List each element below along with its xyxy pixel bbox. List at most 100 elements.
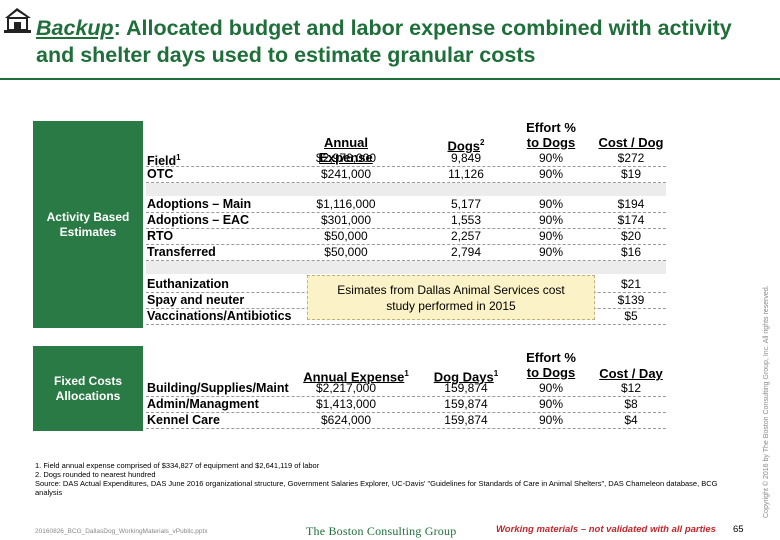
- cell-annual-expense: $50,000: [324, 229, 368, 243]
- header-cost-per-day: Cost / Day: [599, 366, 663, 381]
- table-row: Building/Supplies/Maint $2,217,000 159,8…: [146, 380, 666, 397]
- cell-effort: 90%: [538, 151, 564, 165]
- row-label: Adoptions – Main: [147, 197, 252, 211]
- cell-dogs: 2,794: [450, 245, 482, 259]
- row-label: Spay and neuter: [147, 293, 245, 307]
- cell-annual-expense: $50,000: [324, 245, 368, 259]
- source-note: Source: DAS Actual Expenditures, DAS Jun…: [35, 479, 718, 497]
- activity-based-estimates-label: Activity Based Estimates: [33, 121, 143, 328]
- das-cost-study-callout: Esimates from Dallas Animal Services cos…: [307, 275, 595, 320]
- cell-annual-expense: $301,000: [320, 213, 372, 227]
- header-cost-per-dog: Cost / Dog: [598, 135, 664, 150]
- cell-annual-expense: $2,217,000: [315, 381, 377, 395]
- cell-cost: $194: [617, 197, 645, 211]
- header-dog-days-text: Dog Days: [433, 369, 494, 385]
- cell-effort: 90%: [538, 381, 564, 395]
- cell-annual-expense: $241,000: [320, 167, 372, 181]
- cell-cost: $19: [620, 167, 642, 181]
- cell-cost: $8: [624, 397, 638, 411]
- cell-cost: $5: [624, 309, 638, 323]
- row-separator: [146, 183, 666, 196]
- cell-cost: $272: [617, 151, 645, 165]
- cell-cost: $139: [617, 293, 645, 307]
- header-annual-expense: Annual Expense: [319, 135, 373, 165]
- cell-cost: $12: [620, 381, 642, 395]
- row-label-sup: 1: [176, 153, 181, 162]
- cell-dog-days: 159,874: [444, 413, 488, 427]
- fixed-side-label-text: Fixed Costs Allocations: [53, 373, 122, 403]
- cell-cost: $16: [620, 245, 642, 259]
- title-divider: [0, 78, 780, 80]
- table-row: Field1 $2,976,000 9,849 90% $272: [146, 150, 666, 169]
- title-text: : Allocated budget and labor expense com…: [36, 16, 732, 67]
- row-label: RTO: [147, 229, 174, 243]
- cell-dogs: 1,553: [450, 213, 482, 227]
- table-row: Kennel Care $624,000 159,874 90% $4: [146, 412, 666, 429]
- working-materials-warning: Working materials – not validated with a…: [496, 524, 716, 535]
- row-label: Euthanization: [147, 277, 229, 291]
- cell-dogs: 9,849: [450, 151, 482, 165]
- table-row: Vaccinations/Antibiotics $5: [146, 308, 666, 325]
- page-number: 65: [733, 524, 744, 535]
- header-effort: Effort % to Dogs: [501, 120, 601, 150]
- header-dogs-text: Dogs: [447, 138, 481, 154]
- cell-effort: 90%: [538, 413, 564, 427]
- file-name: 20160826_BCG_DallasDog_WorkingMaterials_…: [35, 528, 208, 535]
- footnote-1: 1. Field annual expense comprised of $33…: [35, 461, 320, 470]
- header-annual-expense-fixed: Annual Expense1: [296, 366, 416, 384]
- cell-annual-expense: $1,413,000: [315, 397, 377, 411]
- table-row: Adoptions – EAC $301,000 1,553 90% $174: [146, 212, 666, 229]
- header-annual-expense-fixed-text: Annual Expense: [303, 369, 405, 385]
- row-label: Kennel Care: [147, 413, 220, 427]
- cell-annual-expense: $2,976,000: [315, 151, 377, 165]
- header-effort-fixed: Effort % to Dogs: [501, 350, 601, 380]
- row-label: Transferred: [147, 245, 216, 259]
- cell-cost: $20: [620, 229, 642, 243]
- header-dog-days: Dog Days1: [416, 366, 516, 384]
- header-dogs: Dogs2: [416, 135, 516, 153]
- cell-dogs: 11,126: [448, 167, 484, 181]
- cell-annual-expense: $624,000: [320, 413, 372, 427]
- cell-cost: $174: [617, 213, 645, 227]
- page-title: Backup: Allocated budget and labor expen…: [36, 15, 756, 69]
- cell-effort: 90%: [538, 167, 564, 181]
- row-label: Adoptions – EAC: [147, 213, 250, 227]
- footnote-2: 2. Dogs rounded to nearest hundred: [35, 470, 156, 479]
- table-row: Transferred $50,000 2,794 90% $16: [146, 244, 666, 261]
- cell-effort: 90%: [538, 397, 564, 411]
- callout-text: Esimates from Dallas Animal Services cos…: [337, 282, 565, 313]
- row-label-text: Field: [147, 154, 177, 169]
- cell-cost: $21: [620, 277, 642, 291]
- cell-dogs: 5,177: [450, 197, 482, 211]
- cell-effort: 90%: [538, 229, 564, 243]
- header-effort-fixed-line2: to Dogs: [526, 365, 576, 380]
- row-label: Vaccinations/Antibiotics: [147, 309, 292, 323]
- cell-annual-expense: $1,116,000: [316, 197, 376, 211]
- table-row: Adoptions – Main $1,116,000 5,177 90% $1…: [146, 196, 666, 213]
- table-row: OTC $241,000 11,126 90% $19: [146, 166, 666, 183]
- copyright-notice: Copyright © 2016 by The Boston Consultin…: [763, 285, 770, 518]
- title-keyword: Backup: [36, 16, 114, 40]
- header-effort-line2: to Dogs: [526, 135, 576, 150]
- cell-cost: $4: [624, 413, 638, 427]
- table-row: Admin/Managment $1,413,000 159,874 90% $…: [146, 396, 666, 413]
- header-effort-fixed-line1: Effort %: [526, 350, 576, 365]
- activity-side-label-text: Activity Based Estimates: [46, 209, 130, 239]
- cell-effort: 90%: [538, 213, 564, 227]
- bcg-logo: The Boston Consulting Group: [306, 524, 457, 538]
- row-label: Building/Supplies/Maint: [147, 381, 289, 395]
- row-separator: [146, 261, 666, 274]
- cell-dogs: 2,257: [450, 229, 482, 243]
- row-label: OTC: [147, 167, 174, 181]
- cell-effort: 90%: [538, 197, 564, 211]
- header-effort-line1: Effort %: [526, 120, 576, 135]
- cell-effort: 90%: [538, 245, 564, 259]
- cell-dog-days: 159,874: [444, 381, 488, 395]
- header-dogs-sup: 2: [480, 138, 485, 147]
- header-dog-days-sup: 1: [493, 369, 499, 378]
- dog-house-logo-icon: [3, 6, 33, 34]
- header-annual-expense-fixed-sup: 1: [404, 369, 409, 378]
- cell-dog-days: 159,874: [444, 397, 488, 411]
- row-label: Field1: [147, 150, 181, 169]
- table-row: RTO $50,000 2,257 90% $20: [146, 228, 666, 245]
